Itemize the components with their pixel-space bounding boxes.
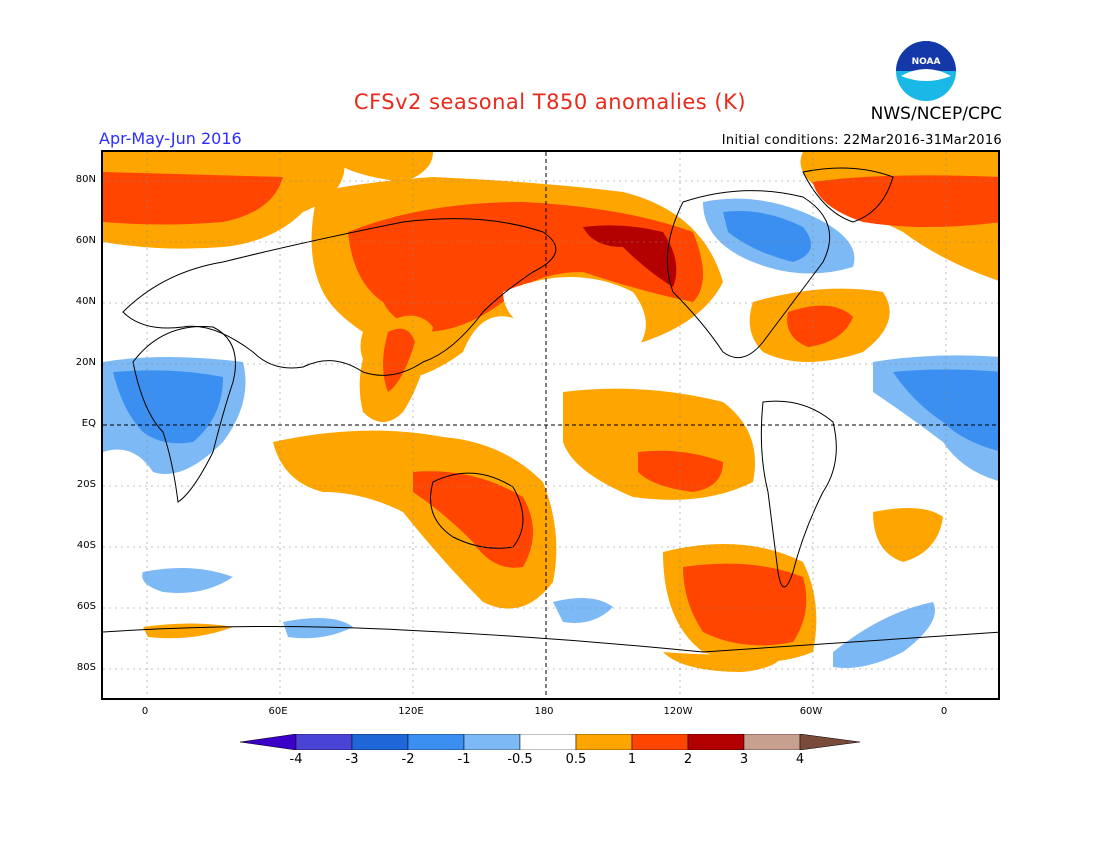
neutral-region-pacific (503, 277, 646, 362)
colorbar-label-2: 2 (683, 752, 693, 767)
hot-region-north-europe (103, 172, 283, 225)
lat-label-20n: 20N (75, 357, 96, 368)
lat-label-80s: 80S (76, 662, 96, 673)
lat-label-40n: 40N (75, 296, 96, 307)
colorbar-cell-8 (687, 734, 745, 750)
initial-conditions-label: Initial conditions: 22Mar2016-31Mar2016 (721, 133, 1002, 148)
colorbar-label-1: 1 (627, 752, 637, 767)
lon-label-180: 180 (534, 706, 554, 717)
map-title: CFSv2 seasonal T850 anomalies (K) (353, 90, 747, 114)
cool-region-atlantic-east (893, 369, 998, 451)
colorbar-label-neg3: -3 (345, 752, 359, 767)
colorbar-label-neg4: -4 (289, 752, 303, 767)
reference-lines (103, 152, 998, 698)
lon-label-60w: 60W (799, 706, 823, 717)
colorbar-cell-7 (631, 734, 689, 750)
hot-region-south-pacific (683, 563, 807, 646)
hot-streak-east-asia (383, 328, 415, 392)
colorbar-cell-4 (463, 734, 521, 750)
lon-label-60e: 60E (268, 706, 288, 717)
lon-label-120e: 120E (398, 706, 424, 717)
cold-region-southern-atlantic (142, 568, 233, 593)
lon-label-120w: 120W (663, 706, 693, 717)
lon-label-0-west: 0 (141, 706, 149, 717)
lat-label-20s: 20S (76, 479, 96, 490)
colorbar-cell-right-arrow (799, 734, 860, 750)
lat-label-eq: EQ (81, 418, 96, 429)
hot-region-australia (413, 471, 533, 568)
cold-region-southern-indian (283, 618, 353, 639)
cold-region-southern-drake (833, 602, 935, 668)
very-hot-region-alaska (583, 225, 677, 287)
hot-region-central-pacific (638, 450, 723, 492)
colorbar-cell-2 (351, 734, 409, 750)
noaa-logo-text: NOAA (912, 57, 941, 67)
source-label: NWS/NCEP/CPC (870, 104, 1002, 124)
cold-region-southern-pacific (553, 598, 613, 623)
colorbar-cell-3 (407, 734, 465, 750)
colorbar-label-4: 4 (795, 752, 805, 767)
colorbar-label-05: 0.5 (565, 752, 587, 767)
warm-region-south-atlantic (873, 508, 943, 562)
north-america-outline (666, 190, 831, 359)
anomaly-map-canvas (103, 152, 998, 698)
colorbar-label-3: 3 (739, 752, 749, 767)
warm-band-arctic (343, 152, 433, 182)
colorbar (240, 734, 860, 750)
south-america-outline (760, 400, 837, 588)
noaa-logo: NOAA (896, 41, 956, 101)
colorbar-cell-1 (295, 734, 353, 750)
australia-outline (430, 472, 524, 549)
colorbar-label-neg2: -2 (401, 752, 415, 767)
colorbar-label-neg1: -1 (457, 752, 471, 767)
coastlines (103, 167, 998, 653)
greenland-outline (802, 167, 894, 223)
anomaly-shading (103, 152, 998, 672)
eurasia-outline (122, 218, 557, 376)
lat-label-60s: 60S (76, 601, 96, 612)
colorbar-cell-5 (519, 734, 577, 750)
antarctica-outline (103, 625, 998, 653)
season-label: Apr-May-Jun 2016 (99, 129, 242, 148)
lat-label-60n: 60N (75, 235, 96, 246)
hot-region-greenland (813, 175, 998, 227)
warm-region-antarctic-coast (663, 652, 783, 672)
lon-label-0-east: 0 (940, 706, 948, 717)
lat-label-80n: 80N (75, 174, 96, 185)
colorbar-cell-left-arrow (240, 734, 297, 750)
hot-region-north-atlantic (787, 305, 853, 347)
colorbar-cell-9 (743, 734, 801, 750)
colorbar-label-neg05: -0.5 (507, 752, 533, 767)
lat-label-40s: 40S (76, 540, 96, 551)
gridlines (103, 152, 998, 698)
colorbar-cell-6 (575, 734, 633, 750)
anomaly-map (101, 150, 1000, 700)
cool-region-north-america (723, 211, 811, 262)
africa-outline (132, 325, 236, 503)
warm-patch-southern (143, 623, 233, 639)
